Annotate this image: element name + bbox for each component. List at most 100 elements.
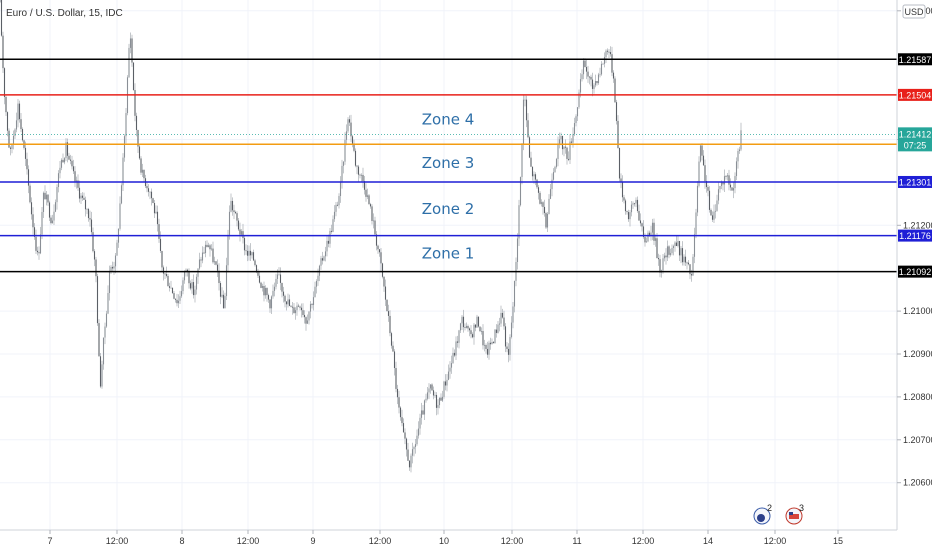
candle-121 [180, 285, 183, 298]
y-tick-label-4: 1.20900 [903, 349, 932, 359]
horizontal-levels[interactable] [0, 58, 897, 273]
candle-315 [471, 332, 474, 339]
candle-233 [348, 115, 351, 126]
candle-232 [347, 117, 349, 134]
candle-312 [467, 324, 469, 332]
candle-269 [402, 418, 405, 433]
candle-436 [653, 218, 655, 245]
candle-28 [41, 206, 43, 240]
candle-400 [599, 67, 601, 78]
candle-163 [243, 235, 246, 256]
candle-299 [447, 364, 450, 381]
candle-68 [101, 360, 103, 389]
x-tick-label-0: 7 [47, 536, 52, 546]
candle-90 [134, 83, 136, 122]
candle-376 [563, 146, 565, 157]
event-badge-1-count: 2 [767, 503, 772, 513]
candle-38 [56, 184, 58, 210]
candle-360 [539, 191, 541, 205]
candle-50 [74, 166, 76, 188]
candle-125 [186, 268, 189, 277]
candle-453 [678, 240, 681, 261]
candle-339 [507, 343, 510, 363]
level-tag-label-1: 1.21504 [899, 90, 932, 100]
y-tick-label-3: 1.21000 [903, 306, 932, 316]
time-axis[interactable]: 7 12:00 8 12:00 9 12:00 10 12:00 11 12:00 14 12:00 1… [47, 530, 843, 546]
candle-375 [561, 135, 564, 155]
candle-227 [339, 176, 342, 203]
candle-119 [177, 294, 180, 309]
candle-67 [99, 352, 102, 389]
candle-492 [737, 148, 739, 169]
candle-11 [15, 112, 18, 133]
event-badge-1[interactable]: 2 [753, 503, 772, 525]
x-tick-label-6: 10 [439, 536, 449, 546]
candle-468 [701, 143, 703, 161]
candle-134 [200, 256, 202, 268]
candle-294 [440, 393, 442, 401]
candle-191 [285, 300, 288, 311]
candle-276 [413, 445, 415, 457]
candle-239 [357, 164, 360, 182]
candle-343 [513, 280, 516, 313]
candle-464 [695, 208, 697, 239]
candle-393 [588, 76, 591, 85]
candle-398 [596, 80, 598, 86]
candle-223 [333, 205, 336, 222]
candle-473 [708, 186, 711, 213]
candle-53 [78, 180, 81, 203]
candle-335 [501, 308, 504, 319]
candle-272 [407, 442, 409, 461]
candle-271 [405, 437, 408, 457]
candle-175 [261, 283, 264, 292]
candle-342 [512, 301, 514, 329]
candle-138 [206, 240, 208, 248]
candle-82 [122, 153, 124, 192]
candle-148 [221, 287, 223, 299]
candle-150 [224, 292, 226, 309]
candle-493 [738, 146, 741, 154]
candle-330 [494, 329, 496, 344]
candle-248 [371, 204, 373, 225]
candle-15 [21, 127, 24, 142]
grid [0, 0, 897, 530]
candle-48 [71, 155, 73, 170]
candle-189 [282, 286, 285, 303]
candle-264 [395, 361, 397, 393]
candle-12 [17, 98, 19, 128]
candle-147 [219, 281, 222, 305]
candle-237 [354, 148, 357, 168]
event-badge-2[interactable]: 3 [785, 503, 804, 525]
candle-364 [545, 211, 547, 230]
candle-298 [446, 374, 448, 392]
candle-332 [497, 320, 499, 334]
candle-302 [452, 347, 454, 364]
candle-155 [231, 197, 234, 216]
candle-181 [270, 295, 273, 315]
candle-70 [104, 322, 106, 345]
candle-106 [158, 218, 160, 243]
currency-button[interactable]: USD [902, 4, 926, 19]
candle-109 [162, 265, 165, 281]
candle-278 [416, 429, 418, 446]
y-tick-label-2: 1.21200 [903, 220, 932, 230]
last-price-label: 1.21412 [899, 129, 932, 139]
candle-491 [735, 157, 738, 181]
chart-title: Euro / U.S. Dollar, 15, IDC [6, 8, 123, 19]
x-tick-label-2: 8 [179, 536, 184, 546]
candle-322 [482, 324, 484, 350]
candle-141 [210, 244, 213, 251]
candle-95 [141, 163, 144, 178]
candle-292 [437, 399, 439, 415]
candle-234 [350, 114, 352, 142]
candle-131 [195, 273, 198, 295]
candle-84 [125, 107, 127, 144]
candles [0, 0, 742, 473]
candle-442 [662, 254, 664, 274]
candle-448 [671, 244, 673, 256]
candle-370 [554, 165, 556, 173]
candle-417 [624, 198, 627, 215]
